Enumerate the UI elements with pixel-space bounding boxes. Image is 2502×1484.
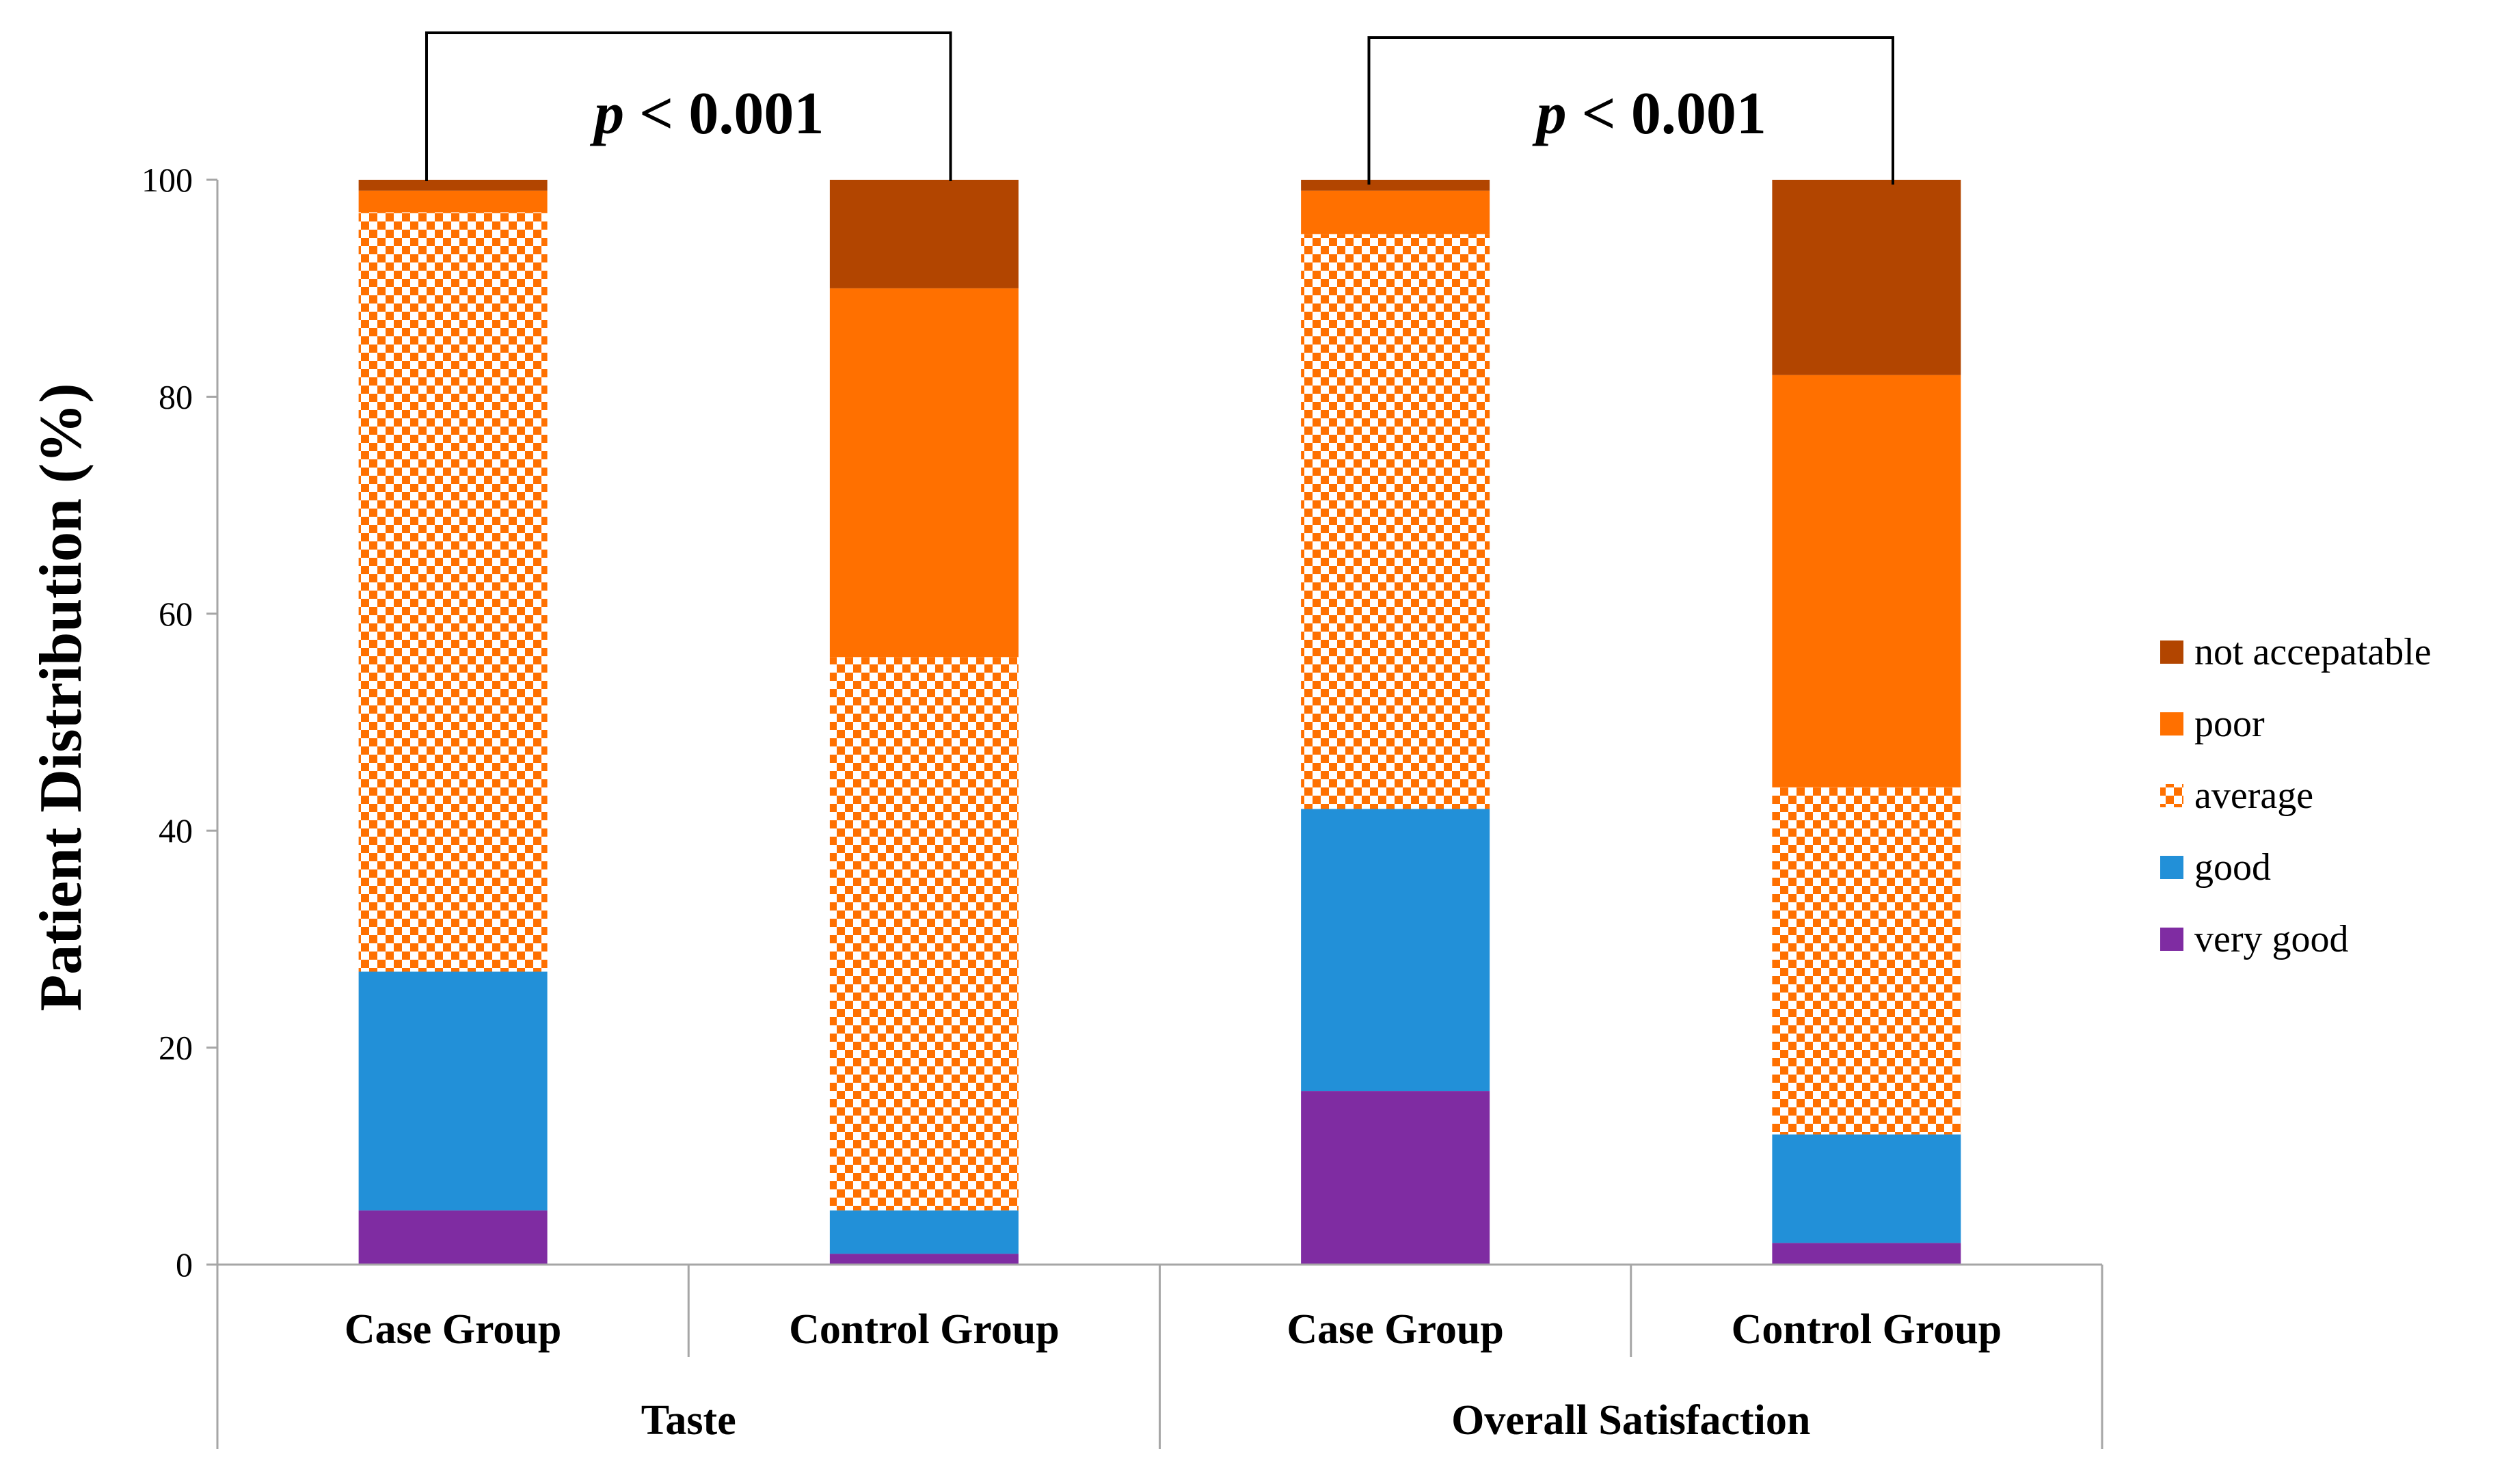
bars [358, 180, 1961, 1265]
significance-bracket [1367, 36, 1895, 185]
y-tick-label: 40 [159, 811, 193, 850]
bar-segment-good [1772, 1134, 1961, 1243]
bar-segment-average [358, 212, 548, 972]
legend-label: very good [2194, 918, 2349, 960]
significance-annotations: p < 0.001 p < 0.001 [425, 31, 1895, 185]
category-label: Case Group [345, 1306, 562, 1353]
bar-segment-not-accepatable [829, 180, 1019, 288]
y-tick-label: 80 [159, 377, 193, 416]
legend-swatch [2160, 784, 2183, 807]
group-label: Overall Satisfaction [1451, 1397, 1810, 1444]
y-tick-label: 20 [159, 1029, 193, 1067]
category-label: Case Group [1287, 1306, 1504, 1353]
y-axis-title: Patient Distribution (%) [28, 383, 94, 1011]
bar-segment-good [829, 1210, 1019, 1254]
bar-segment-not-accepatable [1301, 180, 1490, 191]
legend-label: poor [2194, 703, 2265, 745]
bar-segment-average [1301, 234, 1490, 809]
bar-segment-poor [1301, 190, 1490, 234]
p-value-italic: p [1532, 81, 1567, 147]
legend-label: average [2194, 774, 2313, 817]
bar-segment-good [358, 971, 548, 1211]
legend-swatch [2160, 712, 2183, 736]
category-label: Control Group [1732, 1306, 2002, 1353]
legend-swatch [2160, 640, 2183, 664]
bar-segment-good [1301, 809, 1490, 1092]
p-value-text: < 0.001 [1567, 81, 1766, 147]
bar-segment-poor [1772, 375, 1961, 787]
p-value-italic: p [589, 81, 624, 147]
bar-segment-very-good [1772, 1243, 1961, 1265]
y-tick-label: 100 [142, 161, 193, 199]
p-value-text: < 0.001 [624, 81, 824, 147]
y-axis: 0 20 40 60 80 100 [142, 161, 219, 1284]
x-axis: Case Group Control Group Taste Case Group Co… [216, 1263, 2103, 1449]
bar-segment-poor [358, 190, 548, 213]
y-tick-label: 60 [159, 595, 193, 633]
category-label: Control Group [789, 1306, 1060, 1353]
bar-segment-not-accepatable [358, 180, 548, 191]
legend-swatch [2160, 856, 2183, 879]
bar-segment-very-good [829, 1254, 1019, 1265]
group-label: Taste [641, 1397, 736, 1444]
bar-segment-not-accepatable [1772, 180, 1961, 375]
legend-label: not accepatable [2194, 631, 2432, 673]
y-tick-label: 0 [176, 1245, 193, 1284]
bar-segment-very-good [1301, 1091, 1490, 1265]
bar-segment-poor [829, 288, 1019, 658]
bar-segment-very-good [358, 1210, 548, 1265]
p-value-label: p < 0.001 [589, 81, 824, 147]
legend: not accepatable poor average good very good [2160, 631, 2432, 960]
legend-label: good [2194, 846, 2271, 889]
bar-segment-average [1772, 787, 1961, 1135]
significance-bracket [425, 31, 952, 181]
bar-segment-average [829, 657, 1019, 1211]
p-value-label: p < 0.001 [1532, 81, 1766, 147]
legend-swatch [2160, 928, 2183, 951]
